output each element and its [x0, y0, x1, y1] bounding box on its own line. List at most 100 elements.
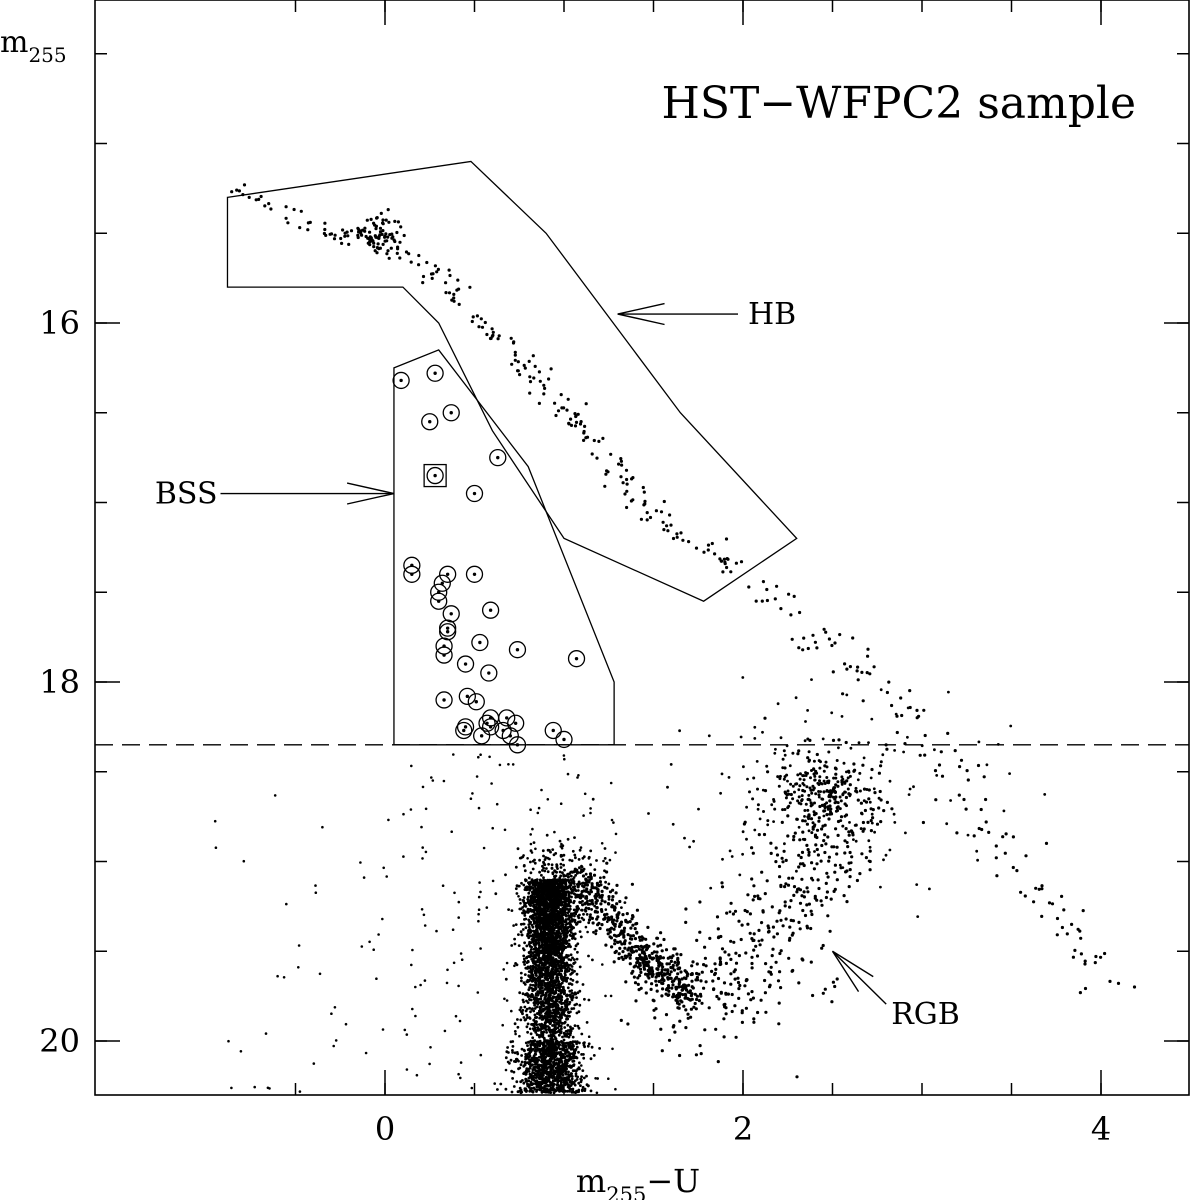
star-point [908, 689, 912, 693]
star-point [578, 965, 582, 969]
hb-selection-box [226, 160, 798, 602]
star-point [564, 918, 568, 921]
star-point [521, 992, 525, 996]
star-point [592, 438, 596, 443]
star-point [587, 856, 591, 860]
star-point [655, 989, 659, 993]
star-point [340, 241, 344, 245]
star-point [872, 665, 876, 669]
star-point [608, 935, 612, 939]
star-point [511, 341, 516, 345]
star-point [660, 968, 664, 972]
star-point [860, 670, 864, 675]
star-point [628, 956, 632, 960]
star-point [565, 408, 569, 412]
star-point [516, 360, 520, 364]
star-point [433, 264, 437, 268]
star-point [801, 648, 805, 652]
star-point [543, 966, 547, 970]
star-point [526, 907, 530, 911]
star-point [895, 730, 899, 735]
star-point [575, 1056, 579, 1060]
star-point [554, 958, 558, 961]
star-point [628, 962, 632, 966]
star-point [851, 636, 855, 640]
star-point [559, 917, 562, 920]
star-point [979, 807, 983, 812]
star-point [571, 918, 574, 921]
star-point [679, 531, 683, 535]
star-point [518, 373, 522, 377]
star-point [623, 939, 627, 943]
star-point [457, 302, 461, 306]
star-point [555, 999, 559, 1003]
star-point [507, 1051, 510, 1054]
star-point [621, 950, 625, 954]
star-point [516, 1018, 519, 1021]
star-point [610, 898, 615, 902]
star-point [542, 383, 546, 387]
star-point [513, 1022, 517, 1026]
star-point [518, 907, 522, 911]
star-point [592, 1054, 596, 1057]
star-point [531, 896, 534, 900]
star-point [548, 927, 552, 931]
star-point [538, 1013, 542, 1017]
star-point [662, 937, 666, 942]
star-point [522, 954, 526, 958]
star-point [537, 983, 541, 987]
star-point [554, 1031, 557, 1035]
star-point [541, 921, 545, 925]
star-point [704, 980, 708, 984]
star-point [546, 878, 549, 882]
star-point [572, 1007, 576, 1010]
star-point [559, 393, 563, 397]
star-point [532, 900, 536, 904]
star-point [549, 1059, 553, 1063]
star-point [564, 880, 567, 884]
star-point [559, 862, 563, 866]
star-point [962, 797, 966, 802]
star-point [563, 1052, 567, 1056]
star-point [544, 924, 548, 927]
star-point [541, 1079, 545, 1082]
star-point [1034, 886, 1038, 890]
star-point [553, 981, 557, 985]
star-point [573, 947, 577, 951]
star-point [542, 1043, 546, 1047]
star-point [523, 941, 526, 945]
star-point [958, 765, 962, 769]
star-point [702, 986, 706, 990]
star-point [525, 1007, 529, 1011]
star-point [569, 1031, 572, 1035]
star-point [542, 932, 546, 936]
star-point [384, 218, 388, 222]
star-point [511, 1051, 514, 1054]
star-point [1078, 991, 1082, 995]
star-point [387, 256, 391, 260]
star-point [631, 498, 635, 502]
star-point [522, 363, 526, 367]
star-point [676, 1006, 680, 1010]
star-point [524, 1055, 527, 1059]
star-point [571, 1040, 575, 1043]
star-point [637, 956, 641, 961]
star-point [538, 889, 541, 893]
star-point [551, 936, 554, 940]
star-point [568, 908, 571, 912]
star-point [540, 957, 544, 960]
star-point [569, 953, 573, 957]
star-point [567, 1059, 570, 1062]
star-point [571, 1069, 575, 1073]
star-point [572, 870, 576, 874]
star-point [566, 1050, 570, 1054]
star-point [527, 975, 531, 978]
star-point [543, 907, 547, 910]
star-point [604, 880, 607, 884]
star-point [546, 905, 550, 909]
star-point [610, 915, 614, 919]
star-point [586, 1044, 590, 1048]
star-point [669, 970, 673, 974]
star-point [542, 392, 546, 396]
